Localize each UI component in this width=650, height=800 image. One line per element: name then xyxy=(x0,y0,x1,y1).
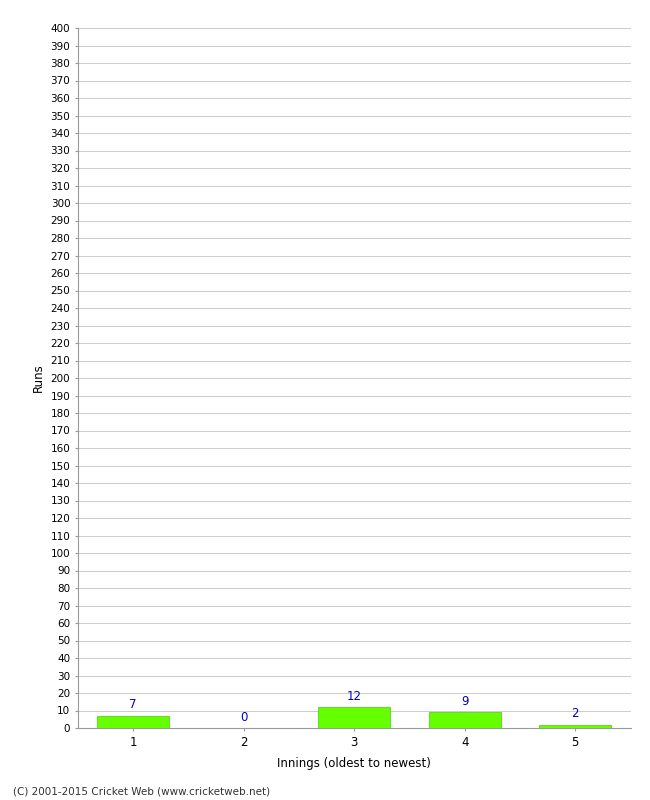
Text: 7: 7 xyxy=(129,698,137,711)
Bar xyxy=(540,725,611,728)
Text: 12: 12 xyxy=(346,690,362,702)
X-axis label: Innings (oldest to newest): Innings (oldest to newest) xyxy=(278,757,431,770)
Text: 9: 9 xyxy=(461,695,469,708)
Text: (C) 2001-2015 Cricket Web (www.cricketweb.net): (C) 2001-2015 Cricket Web (www.cricketwe… xyxy=(13,786,270,796)
Text: 2: 2 xyxy=(571,707,579,720)
Y-axis label: Runs: Runs xyxy=(32,364,45,392)
Bar xyxy=(318,707,390,728)
Bar xyxy=(429,712,500,728)
Bar xyxy=(98,716,169,728)
Text: 0: 0 xyxy=(240,710,248,724)
